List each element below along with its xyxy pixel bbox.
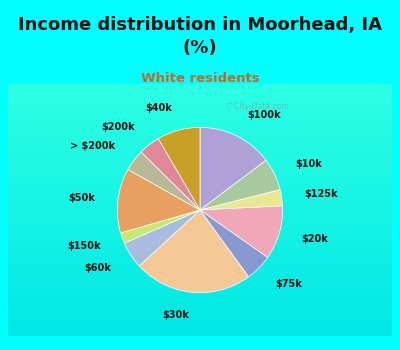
Text: $10k: $10k [296, 159, 322, 169]
Wedge shape [200, 127, 266, 210]
Text: White residents: White residents [141, 72, 259, 85]
Text: $200k: $200k [101, 121, 135, 132]
Wedge shape [139, 210, 248, 293]
Text: $150k: $150k [67, 241, 100, 251]
Wedge shape [200, 160, 280, 210]
Text: > $200k: > $200k [70, 141, 116, 152]
Wedge shape [200, 190, 282, 210]
Text: $100k: $100k [247, 110, 281, 120]
Wedge shape [141, 139, 200, 210]
Wedge shape [128, 152, 200, 210]
Text: $20k: $20k [302, 234, 328, 244]
Wedge shape [158, 127, 200, 210]
Text: $125k: $125k [305, 189, 338, 199]
Text: $30k: $30k [163, 310, 190, 320]
Text: ⓘ City-Data.com: ⓘ City-Data.com [227, 102, 289, 111]
Text: $40k: $40k [146, 103, 172, 113]
Wedge shape [200, 210, 268, 277]
Text: $75k: $75k [276, 279, 302, 289]
Wedge shape [120, 210, 200, 243]
Text: $60k: $60k [84, 263, 112, 273]
Wedge shape [124, 210, 200, 266]
Text: Income distribution in Moorhead, IA
(%): Income distribution in Moorhead, IA (%) [18, 16, 382, 57]
Text: $50k: $50k [68, 193, 95, 203]
Wedge shape [200, 206, 283, 258]
Wedge shape [117, 169, 200, 233]
